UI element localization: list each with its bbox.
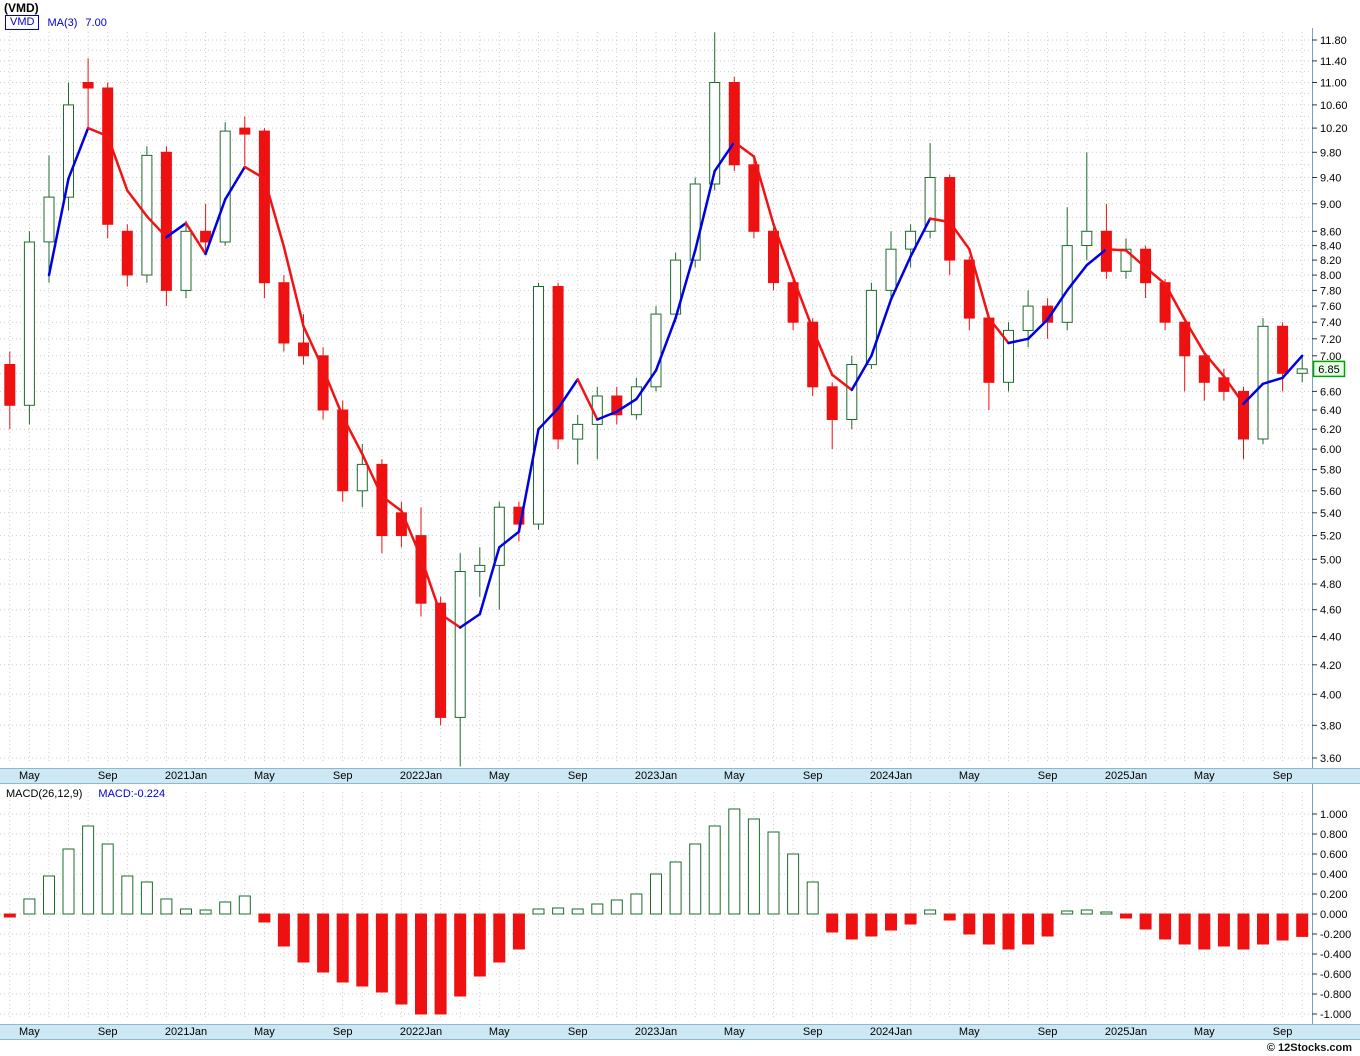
x-axis-label: 2023Jan: [634, 1026, 678, 1038]
svg-text:9.80: 9.80: [1320, 147, 1341, 159]
x-axis-label: Sep: [802, 1026, 823, 1038]
svg-text:6.85: 6.85: [1318, 364, 1339, 376]
svg-text:1.000: 1.000: [1320, 809, 1348, 821]
x-axis-label: May: [723, 770, 745, 782]
x-axis-label: Sep: [97, 1026, 118, 1038]
svg-text:7.80: 7.80: [1320, 285, 1341, 297]
svg-text:11.40: 11.40: [1320, 56, 1347, 68]
svg-text:0.200: 0.200: [1320, 889, 1348, 901]
svg-text:-0.600: -0.600: [1320, 969, 1351, 981]
x-axis-label: 2024Jan: [869, 770, 913, 782]
macd-value-label: MACD:-0.224: [98, 788, 166, 800]
svg-text:0.000: 0.000: [1320, 909, 1348, 921]
x-axis-label: 2025Jan: [1104, 1026, 1148, 1038]
svg-text:7.20: 7.20: [1320, 334, 1341, 346]
svg-text:4.00: 4.00: [1320, 689, 1341, 701]
x-axis-label: Sep: [567, 770, 588, 782]
macd-histogram-chart: 1.000 0.800 0.600 0.400 0.200 0.000 -0.200 -0.4…: [0, 784, 1351, 1024]
svg-text:4.40: 4.40: [1320, 632, 1341, 644]
x-axis-label: Sep: [97, 770, 118, 782]
svg-text:4.60: 4.60: [1320, 605, 1341, 617]
x-axis-label: 2021Jan: [164, 1026, 208, 1038]
x-axis-months-top: May Sep 2021Jan May Sep 2022Jan May Sep 2023Jan M…: [0, 768, 1360, 784]
svg-text:7.60: 7.60: [1320, 301, 1341, 313]
x-axis-label: 2022Jan: [399, 1026, 443, 1038]
x-axis-label: May: [723, 1026, 745, 1038]
x-axis-label: May: [254, 770, 275, 782]
svg-text:3.60: 3.60: [1320, 753, 1341, 765]
legend-symbol: VMD: [5, 15, 40, 30]
svg-text:6.40: 6.40: [1320, 405, 1341, 417]
x-axis-label: May: [958, 1026, 980, 1038]
svg-text:9.40: 9.40: [1320, 173, 1341, 185]
page-title: (VMD): [4, 1, 39, 15]
svg-text:8.00: 8.00: [1320, 270, 1341, 282]
x-axis-label: 2022Jan: [399, 770, 443, 782]
x-axis-label: May: [1193, 770, 1215, 782]
x-axis-label: Sep: [567, 1026, 588, 1038]
svg-text:8.20: 8.20: [1320, 255, 1341, 267]
svg-text:5.40: 5.40: [1320, 508, 1341, 520]
copyright-watermark: © 12Stocks.com: [1266, 1042, 1352, 1054]
svg-text:0.800: 0.800: [1320, 829, 1348, 841]
svg-text:11.00: 11.00: [1320, 78, 1347, 90]
x-axis-label: Sep: [332, 1026, 353, 1038]
svg-text:4.20: 4.20: [1320, 660, 1341, 672]
legend-ma-value: 7.00: [85, 16, 107, 29]
x-axis-label: Sep: [1037, 770, 1058, 782]
x-axis-label: 2021Jan: [164, 770, 208, 782]
svg-text:0.400: 0.400: [1320, 869, 1348, 881]
svg-text:5.80: 5.80: [1320, 465, 1341, 477]
x-axis-label: Sep: [1037, 1026, 1058, 1038]
svg-text:9.00: 9.00: [1320, 199, 1341, 211]
x-axis-months-bottom: May Sep 2021Jan May Sep 2022Jan May Sep 2023Jan M…: [0, 1024, 1360, 1040]
svg-text:7.00: 7.00: [1320, 351, 1341, 363]
svg-text:8.60: 8.60: [1320, 226, 1341, 238]
x-axis-label: May: [488, 1026, 510, 1038]
svg-text:-0.800: -0.800: [1320, 989, 1351, 1001]
svg-text:3.80: 3.80: [1320, 720, 1341, 732]
x-axis-label: Sep: [1272, 770, 1293, 782]
svg-text:6.20: 6.20: [1320, 424, 1341, 436]
svg-text:5.60: 5.60: [1320, 486, 1341, 498]
macd-header: MACD(26,12,9) MACD:-0.224: [6, 788, 165, 800]
svg-text:0.600: 0.600: [1320, 849, 1348, 861]
x-axis-label: May: [1193, 1026, 1215, 1038]
x-axis-label: May: [254, 1026, 275, 1038]
svg-text:10.20: 10.20: [1320, 123, 1348, 135]
svg-text:-0.400: -0.400: [1320, 949, 1351, 961]
legend-ma-label: MA(3): [47, 16, 78, 29]
x-axis-label: May: [19, 770, 40, 782]
x-axis-label: 2025Jan: [1104, 770, 1148, 782]
svg-text:-0.200: -0.200: [1320, 929, 1351, 941]
x-axis-label: 2023Jan: [634, 770, 678, 782]
svg-text:5.00: 5.00: [1320, 554, 1341, 566]
svg-text:6.00: 6.00: [1320, 444, 1341, 456]
svg-text:-1.000: -1.000: [1320, 1009, 1351, 1021]
x-axis-label: 2024Jan: [869, 1026, 913, 1038]
svg-text:6.60: 6.60: [1320, 386, 1341, 398]
svg-text:8.40: 8.40: [1320, 241, 1341, 253]
chart-legend: VMD MA(3) 7.00: [5, 15, 107, 30]
x-axis-label: May: [958, 770, 980, 782]
svg-text:10.60: 10.60: [1320, 100, 1348, 112]
x-axis-label: Sep: [332, 770, 353, 782]
x-axis-label: May: [488, 770, 510, 782]
x-axis-label: May: [19, 1026, 40, 1038]
svg-text:4.80: 4.80: [1320, 579, 1341, 591]
svg-text:11.80: 11.80: [1320, 35, 1347, 47]
candlestick-chart: 11.80 11.40 11.00 10.60 10.20 9.80 9.40 9.00 8.6…: [0, 28, 1348, 768]
x-axis-label: Sep: [1272, 1026, 1293, 1038]
svg-text:7.40: 7.40: [1320, 317, 1341, 329]
svg-text:5.20: 5.20: [1320, 531, 1341, 543]
macd-title: MACD(26,12,9): [6, 788, 83, 800]
x-axis-label: Sep: [802, 770, 823, 782]
